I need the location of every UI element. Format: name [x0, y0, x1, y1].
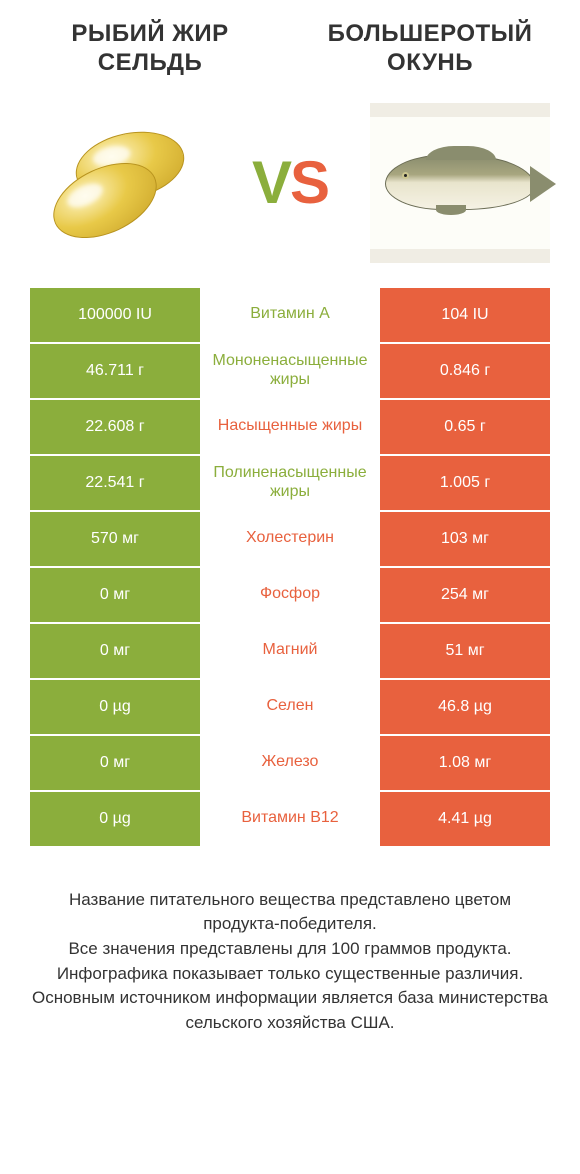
- table-row: 0 µgВитамин B124.41 µg: [30, 792, 550, 848]
- cell-left-value: 0 µg: [30, 680, 200, 734]
- cell-right-value: 1.08 мг: [380, 736, 550, 790]
- footer-line: Название питательного вещества представл…: [30, 888, 550, 937]
- table-row: 0 µgСелен46.8 µg: [30, 680, 550, 736]
- fish-oil-capsules-icon: [40, 123, 200, 243]
- footer-line: Инфографика показывает только существенн…: [30, 962, 550, 987]
- cell-right-value: 103 мг: [380, 512, 550, 566]
- table-row: 22.608 гНасыщенные жиры0.65 г: [30, 400, 550, 456]
- cell-nutrient-label: Мононенасыщенные жиры: [200, 344, 380, 398]
- title-right: БОЛЬШЕРОТЫЙ ОКУНЬ: [300, 20, 560, 78]
- title-left: РЫБИЙ ЖИР СЕЛЬДЬ: [20, 20, 280, 78]
- cell-right-value: 51 мг: [380, 624, 550, 678]
- cell-right-value: 254 мг: [380, 568, 550, 622]
- table-row: 100000 IUВитамин A104 IU: [30, 288, 550, 344]
- cell-left-value: 0 мг: [30, 568, 200, 622]
- cell-left-value: 100000 IU: [30, 288, 200, 342]
- cell-left-value: 0 мг: [30, 736, 200, 790]
- table-row: 570 мгХолестерин103 мг: [30, 512, 550, 568]
- cell-left-value: 46.711 г: [30, 344, 200, 398]
- table-row: 22.541 гПолиненасыщенные жиры1.005 г: [30, 456, 550, 512]
- cell-right-value: 4.41 µg: [380, 792, 550, 846]
- fish-band-bottom: [370, 249, 550, 263]
- hero-row: VS: [0, 88, 580, 288]
- illustration-left: [30, 103, 210, 263]
- cell-nutrient-label: Полиненасыщенные жиры: [200, 456, 380, 510]
- cell-left-value: 0 мг: [30, 624, 200, 678]
- table-row: 0 мгЖелезо1.08 мг: [30, 736, 550, 792]
- illustration-right: [370, 103, 550, 263]
- cell-left-value: 22.608 г: [30, 400, 200, 454]
- table-row: 0 мгМагний51 мг: [30, 624, 550, 680]
- cell-left-value: 0 µg: [30, 792, 200, 846]
- cell-left-value: 570 мг: [30, 512, 200, 566]
- footer-line: Все значения представлены для 100 граммо…: [30, 937, 550, 962]
- cell-nutrient-label: Фосфор: [200, 568, 380, 622]
- cell-nutrient-label: Витамин A: [200, 288, 380, 342]
- cell-nutrient-label: Магний: [200, 624, 380, 678]
- cell-left-value: 22.541 г: [30, 456, 200, 510]
- cell-right-value: 0.65 г: [380, 400, 550, 454]
- footer-notes: Название питательного вещества представл…: [0, 848, 580, 1036]
- cell-right-value: 104 IU: [380, 288, 550, 342]
- vs-s: S: [290, 149, 328, 216]
- comparison-table: 100000 IUВитамин A104 IU46.711 гМононена…: [0, 288, 580, 848]
- cell-nutrient-label: Холестерин: [200, 512, 380, 566]
- bass-fish-icon: [370, 117, 550, 249]
- cell-nutrient-label: Селен: [200, 680, 380, 734]
- cell-nutrient-label: Железо: [200, 736, 380, 790]
- cell-right-value: 46.8 µg: [380, 680, 550, 734]
- vs-v: V: [252, 149, 290, 216]
- cell-right-value: 1.005 г: [380, 456, 550, 510]
- table-row: 46.711 гМононенасыщенные жиры0.846 г: [30, 344, 550, 400]
- fish-band-top: [370, 103, 550, 117]
- cell-right-value: 0.846 г: [380, 344, 550, 398]
- cell-nutrient-label: Витамин B12: [200, 792, 380, 846]
- cell-nutrient-label: Насыщенные жиры: [200, 400, 380, 454]
- footer-line: Основным источником информации является …: [30, 986, 550, 1035]
- table-row: 0 мгФосфор254 мг: [30, 568, 550, 624]
- vs-label: VS: [252, 148, 328, 217]
